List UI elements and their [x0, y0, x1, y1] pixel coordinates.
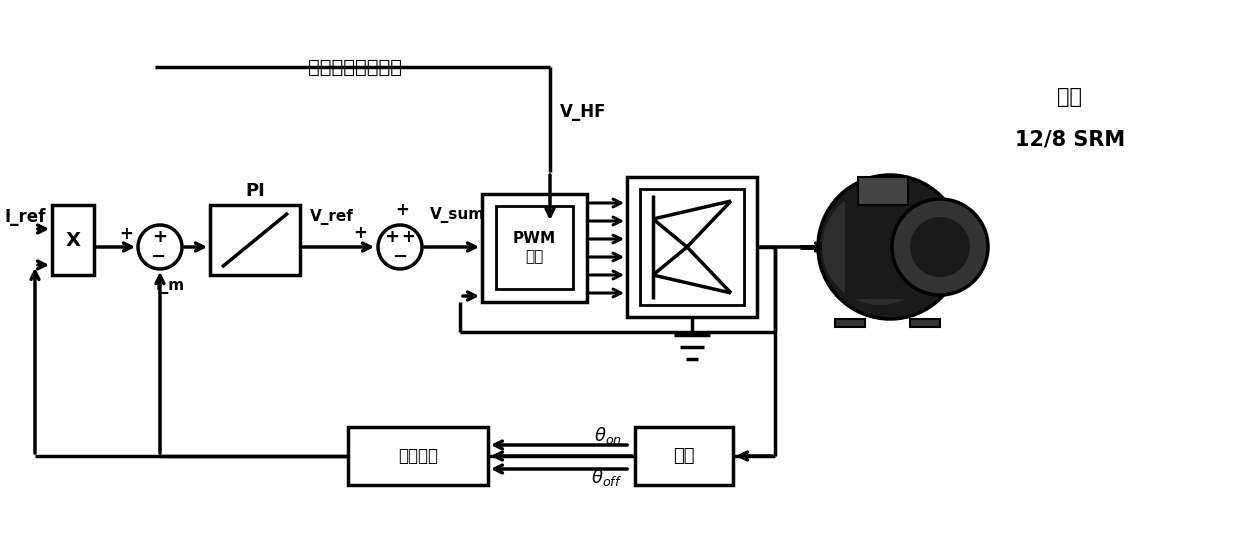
Circle shape: [910, 217, 970, 277]
Circle shape: [892, 199, 988, 295]
Bar: [844, 195, 935, 299]
Text: +: +: [384, 228, 399, 246]
Text: +: +: [119, 225, 133, 243]
Text: 12/8 SRM: 12/8 SRM: [1014, 129, 1125, 149]
Text: $\theta_{off}$: $\theta_{off}$: [590, 467, 622, 488]
Text: V_HF: V_HF: [560, 103, 606, 121]
Circle shape: [138, 225, 182, 269]
Text: −: −: [150, 248, 166, 266]
Bar: [910, 319, 940, 327]
Bar: [635, 427, 733, 485]
Text: $\theta_{on}$: $\theta_{on}$: [594, 426, 622, 447]
Circle shape: [378, 225, 422, 269]
Text: 正弦高频电压信号: 正弦高频电压信号: [308, 57, 402, 76]
Text: V_ref: V_ref: [310, 209, 353, 225]
Bar: [52, 205, 94, 275]
Text: −: −: [392, 248, 408, 266]
Text: 位置检测: 位置检测: [398, 447, 438, 465]
Bar: [482, 194, 587, 302]
Bar: [640, 189, 744, 305]
Circle shape: [822, 189, 937, 305]
Text: +: +: [401, 228, 415, 246]
Text: +: +: [353, 224, 367, 242]
Text: I_m: I_m: [155, 278, 185, 294]
Bar: [496, 206, 573, 289]
Text: PI: PI: [246, 182, 265, 200]
Bar: [210, 205, 300, 275]
Text: X: X: [66, 231, 81, 250]
Text: 三相: 三相: [1058, 87, 1083, 107]
Text: V_sum: V_sum: [430, 207, 485, 223]
Bar: [348, 427, 489, 485]
Bar: [627, 177, 756, 317]
Text: PWM
信号: PWM 信号: [513, 231, 556, 263]
Text: I_ref: I_ref: [5, 208, 46, 226]
Text: 速度: 速度: [673, 447, 694, 465]
Circle shape: [818, 175, 962, 319]
Bar: [835, 319, 866, 327]
Text: +: +: [153, 228, 167, 246]
Text: +: +: [396, 201, 409, 219]
Bar: [858, 177, 908, 205]
